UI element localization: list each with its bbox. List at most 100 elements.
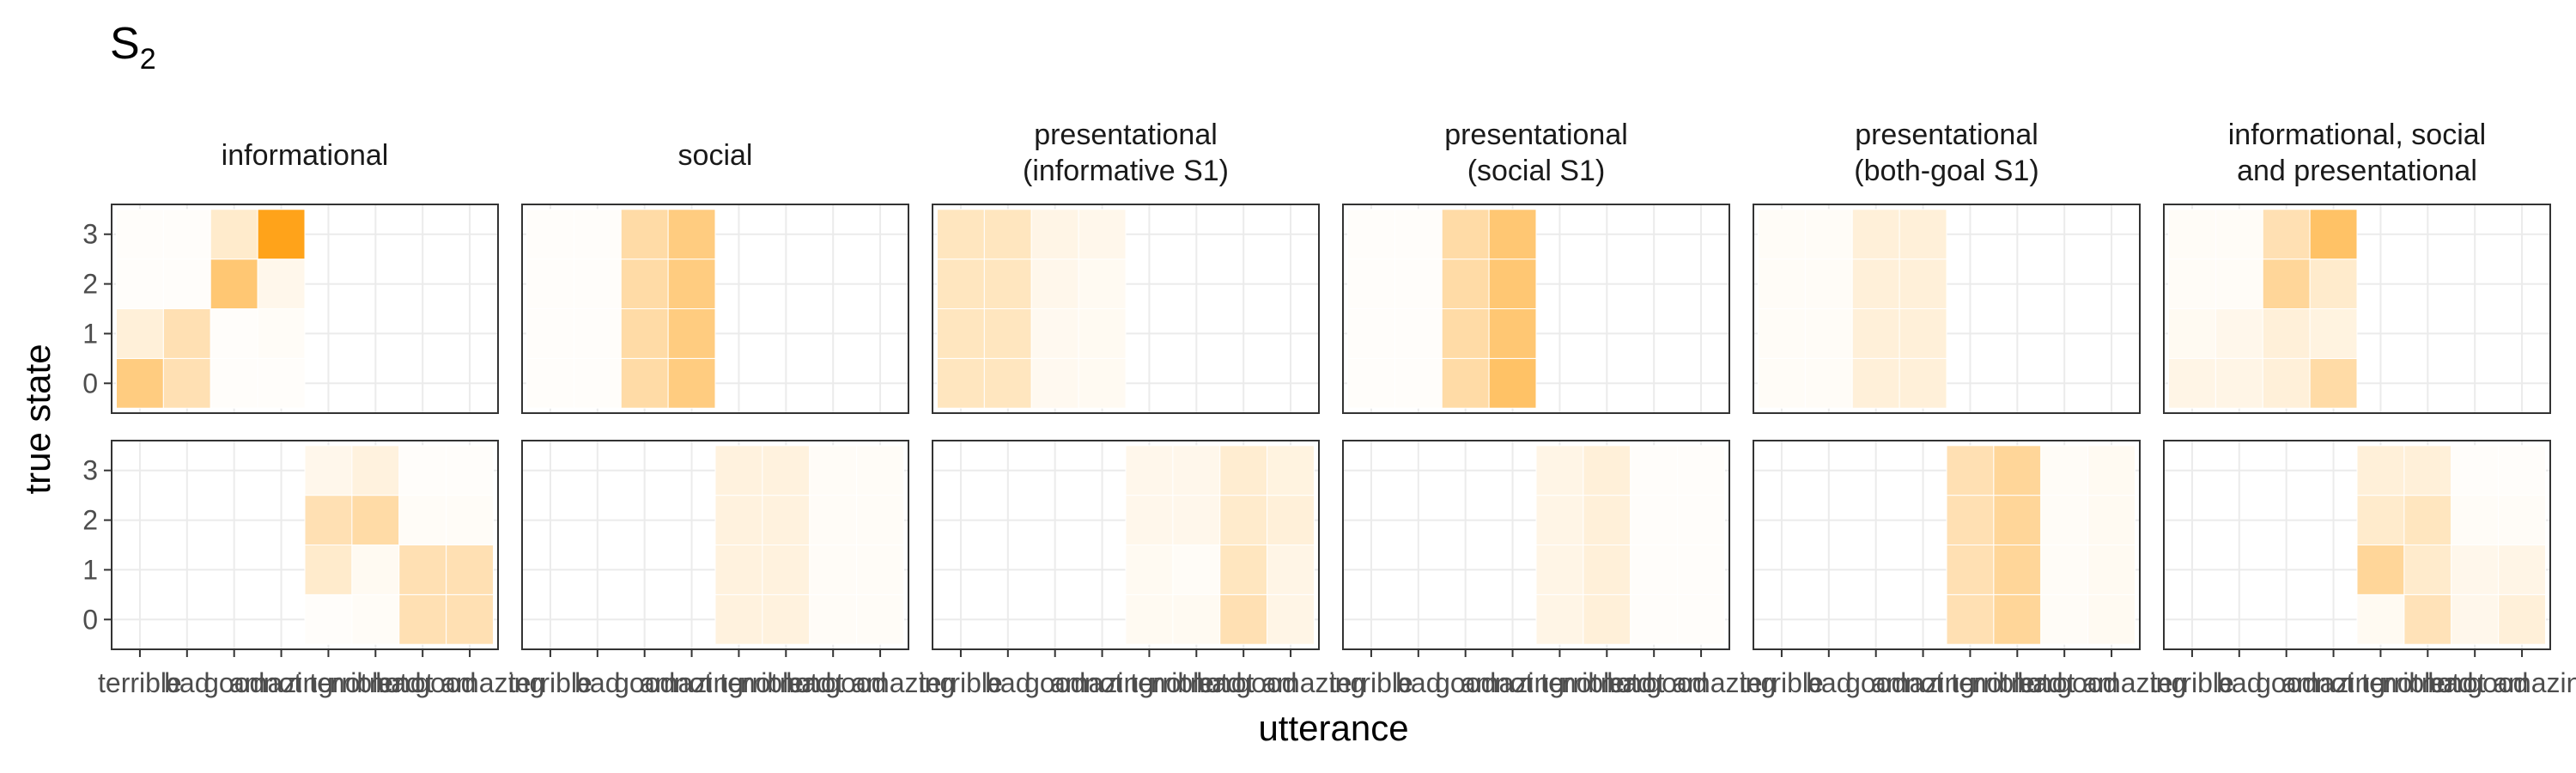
heatmap-tile [2262,308,2311,359]
heatmap-tile [1172,495,1221,546]
heatmap-tile [1125,593,1174,645]
heatmap-tile [162,308,211,359]
x-tick-label: not good [2011,667,2118,698]
heatmap-tile [257,357,306,409]
heatmap-tile [1851,357,1900,409]
heatmap-tile [983,308,1032,359]
heatmap-tile [856,495,905,546]
heatmap-tile [1804,259,1853,309]
heatmap-tile [398,445,447,496]
heatmap-tile [2451,545,2500,595]
heatmap-tile [257,259,306,309]
heatmap-tile [2215,308,2263,359]
heatmap-tile [2309,357,2358,409]
heatmap-tile [762,445,811,496]
heatmap-tile [1946,445,1995,496]
heatmap-tile [1125,445,1174,496]
heatmap-tile [856,445,905,496]
heatmap-tile [2087,445,2136,496]
heatmap-tile [2498,593,2547,645]
heatmap-tile [2451,445,2500,496]
y-tick-label: 0 [82,604,98,635]
x-tick-label: bad [2216,667,2262,698]
heatmap-tile [1078,209,1127,260]
heatmap-tile [983,209,1032,260]
heatmap-tile [1583,495,1631,546]
heatmap-tile [2167,209,2216,260]
heatmap-tile [714,545,763,595]
heatmap-tile [1346,308,1395,359]
x-tick-label: not amazing [395,667,544,698]
x-tick-label: terrible [98,667,182,698]
heatmap-tile [2167,259,2216,309]
facet-title-line: social [678,139,753,172]
heatmap-tile [2498,545,2547,595]
panel-border [1342,204,1730,414]
heatmap-tile [1394,308,1443,359]
heatmap-tile [620,357,669,409]
x-tick-label: not bad [1561,667,1653,698]
panel-border [932,204,1320,414]
heatmap-tile [162,209,211,260]
heatmap-tile [210,259,258,309]
heatmap-tile [1267,545,1315,595]
facet-title: social [678,139,753,172]
panel-border [521,440,909,650]
heatmap-tile [1899,209,1947,260]
x-tick-label: not terrible [1084,667,1214,698]
heatmap-tile [714,495,763,546]
heatmap-tile [526,259,574,309]
heatmap-tile [1394,259,1443,309]
heatmap-tile [936,259,985,309]
heatmap-tile [304,545,353,595]
heatmap-tile [2040,545,2089,595]
heatmap-tile [1946,495,1995,546]
x-tick-label: good [1845,667,1906,698]
heatmap-tile [667,357,716,409]
heatmap-tile [1899,357,1947,409]
heatmap-tile [1078,308,1127,359]
heatmap-tile [1583,445,1631,496]
x-tick-label: not terrible [264,667,393,698]
heatmap-tile [1993,495,2042,546]
heatmap-tile [1757,308,1806,359]
heatmap-tile [257,308,306,359]
heatmap-tile [2403,593,2452,645]
heatmap-tile [573,209,622,260]
heatmap-tile [2167,357,2216,409]
facet-title-line: presentational [1444,119,1628,151]
x-tick-label: good [614,667,675,698]
facet-title-line: (social S1) [1467,155,1606,187]
heatmap-tile [2087,593,2136,645]
heatmap-tile [210,308,258,359]
facet-title-line: presentational [1034,119,1218,151]
heatmap-tile [2356,593,2405,645]
panel-border [521,204,909,414]
heatmap-tile [1899,259,1947,309]
heatmap-tile [2040,593,2089,645]
panel-border [111,440,499,650]
heatmap-tile [2451,495,2500,546]
heatmap-tile [1677,593,1726,645]
heatmap-tile [1030,259,1079,309]
heatmap-tile [667,308,716,359]
heatmap-tile [2451,593,2500,645]
x-tick-label: amazing [640,667,744,698]
facet-panels: informational01230123terriblebadgoodamaz… [82,119,2576,698]
x-tick-label: not bad [740,667,832,698]
heatmap-tile [573,308,622,359]
facet-title-line: and presentational [2237,155,2477,187]
heatmap-tile [115,259,164,309]
heatmap-tile [1346,259,1395,309]
heatmap-tile [573,259,622,309]
heatmap-tile [1441,209,1490,260]
facet-title: presentational (social S1) [1444,119,1628,187]
heatmap-tile [1535,445,1584,496]
heatmap-tile [762,545,811,595]
heatmap-tile [304,445,353,496]
x-tick-label: terrible [1740,667,1824,698]
x-tick-label: bad [574,667,620,698]
heatmap-tile [1172,545,1221,595]
heatmap-tile [2356,445,2405,496]
heatmap-tile [2215,357,2263,409]
